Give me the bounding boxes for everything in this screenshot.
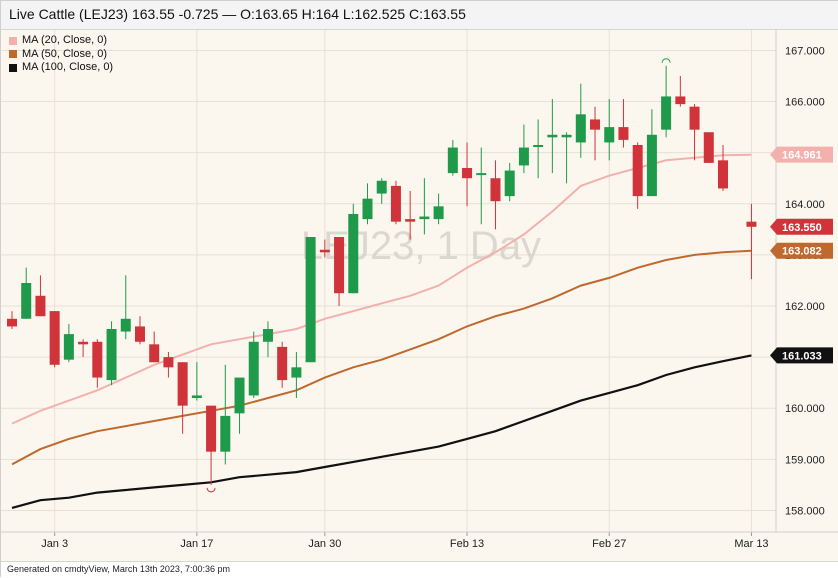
y-tick-label: 162.000 [785, 301, 825, 313]
chart-title: Live Cattle (LEJ23) 163.55 -0.725 — O:16… [9, 6, 466, 22]
candle-down[interactable] [206, 405, 217, 452]
candle-down[interactable] [718, 160, 728, 189]
candle-down[interactable] [390, 185, 401, 222]
price-label-bg-last [770, 218, 833, 235]
candle-up[interactable] [248, 341, 259, 396]
candle-down[interactable] [462, 168, 473, 179]
candle-down[interactable] [689, 106, 700, 130]
y-tick-label: 159.000 [785, 454, 825, 466]
x-tick-label: Mar 13 [734, 538, 768, 550]
high-marker [661, 58, 671, 63]
x-tick-label: Jan 30 [308, 538, 341, 550]
plot-background [1, 30, 776, 532]
legend-swatch-ma20 [9, 36, 17, 45]
candle-up[interactable] [120, 318, 131, 332]
candle-up[interactable] [433, 206, 444, 220]
candle-down[interactable] [78, 341, 89, 345]
candle-up[interactable] [476, 173, 487, 176]
candle-down[interactable] [490, 178, 501, 202]
candle-up[interactable] [305, 237, 316, 363]
candle-down[interactable] [632, 145, 643, 197]
candle-up[interactable] [419, 216, 430, 220]
candle-down[interactable] [703, 132, 714, 163]
y-tick-label: 158.000 [785, 505, 825, 517]
candle-up[interactable] [362, 198, 373, 220]
chart-footer: Generated on cmdtyView, March 13th 2023,… [1, 561, 838, 578]
y-tick-label: 167.000 [785, 45, 825, 57]
candle-up[interactable] [291, 367, 302, 378]
footer-text: Generated on cmdtyView, March 13th 2023,… [7, 564, 230, 574]
candle-up[interactable] [21, 283, 32, 319]
candle-down[interactable] [746, 221, 757, 227]
y-axis-background [776, 30, 838, 532]
candle-down[interactable] [49, 311, 60, 365]
candle-down[interactable] [405, 219, 416, 222]
low-marker [206, 487, 216, 493]
candle-up[interactable] [348, 214, 359, 294]
price-label-last: 163.550 [782, 222, 822, 234]
legend-label-ma20: MA (20, Close, 0) [22, 34, 107, 46]
chart-header: Live Cattle (LEJ23) 163.55 -0.725 — O:16… [1, 1, 838, 30]
candle-up[interactable] [376, 180, 387, 194]
candle-up[interactable] [191, 395, 202, 398]
y-tick-label: 164.000 [785, 199, 825, 211]
price-label-bg-ma20 [770, 146, 833, 163]
candle-up[interactable] [604, 127, 615, 143]
candle-down[interactable] [590, 119, 601, 130]
legend-item-ma50[interactable]: MA (50, Close, 0) [9, 48, 113, 62]
price-label-ma100: 161.033 [782, 350, 822, 362]
legend-item-ma100[interactable]: MA (100, Close, 0) [9, 61, 113, 75]
candle-up[interactable] [106, 329, 117, 381]
candle-down[interactable] [334, 237, 345, 294]
price-label-bg-ma50 [770, 242, 833, 259]
candle-up[interactable] [561, 134, 572, 138]
price-label-ma20: 164.961 [782, 150, 822, 162]
price-label-ma50: 163.082 [782, 246, 822, 258]
legend-item-ma20[interactable]: MA (20, Close, 0) [9, 34, 113, 48]
x-tick-label: Jan 17 [180, 538, 213, 550]
price-label-bg-ma100 [770, 347, 833, 364]
legend-swatch-ma100 [9, 63, 17, 72]
candle-up[interactable] [504, 170, 515, 197]
ma50-line [11, 249, 752, 466]
legend-label-ma50: MA (50, Close, 0) [22, 47, 107, 60]
y-tick-label: 166.000 [785, 97, 825, 109]
candle-up[interactable] [547, 134, 558, 138]
candle-up[interactable] [262, 329, 273, 342]
legend-label-ma100: MA (100, Close, 0) [22, 61, 114, 73]
candle-down[interactable] [277, 346, 288, 381]
candle-down[interactable] [675, 96, 686, 105]
candle-up[interactable] [646, 134, 657, 197]
candle-up[interactable] [447, 147, 458, 174]
candle-down[interactable] [618, 127, 629, 140]
candle-up[interactable] [234, 377, 245, 414]
ma20-line [11, 153, 752, 425]
x-axis-background [1, 532, 838, 561]
x-tick-label: Jan 3 [41, 538, 68, 550]
candle-up[interactable] [220, 415, 231, 452]
candle-down[interactable] [134, 326, 145, 342]
candle-down[interactable] [163, 357, 174, 368]
candle-down[interactable] [7, 318, 17, 327]
candle-up[interactable] [533, 145, 544, 147]
candle-down[interactable] [319, 249, 330, 253]
candle-down[interactable] [92, 341, 103, 378]
y-tick-label: 160.000 [785, 403, 825, 415]
x-tick-label: Feb 13 [450, 538, 484, 550]
candle-down[interactable] [35, 295, 46, 317]
candle-up[interactable] [661, 96, 672, 130]
candle-up[interactable] [575, 114, 586, 143]
candle-down[interactable] [149, 344, 160, 363]
legend-swatch-ma50 [9, 50, 17, 59]
candle-up[interactable] [63, 334, 74, 360]
legend: MA (20, Close, 0) MA (50, Close, 0) MA (… [9, 34, 113, 75]
candle-down[interactable] [177, 362, 188, 406]
x-tick-label: Feb 27 [592, 538, 626, 550]
ma100-line [11, 354, 752, 509]
candle-up[interactable] [518, 147, 529, 166]
